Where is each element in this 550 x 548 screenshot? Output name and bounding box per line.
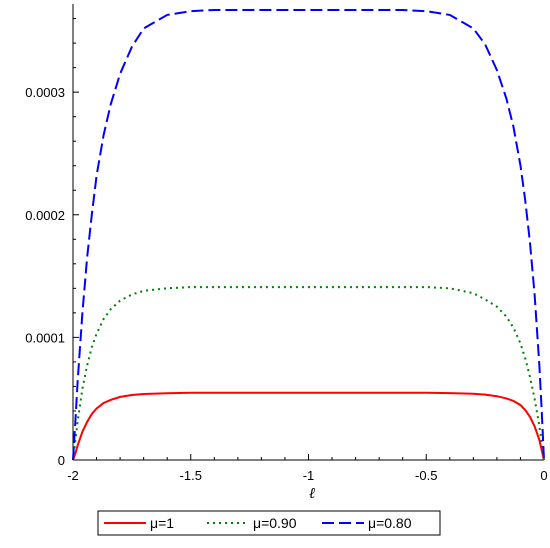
x-tick-label: -1: [303, 468, 315, 483]
y-tick-label: 0.0003: [25, 85, 65, 100]
legend-label-3: μ=0.80: [368, 515, 412, 531]
legend: μ=1 μ=0.90 μ=0.80: [97, 510, 441, 536]
x-tick-label: 0: [540, 468, 547, 483]
y-tick-label: 0: [58, 453, 65, 468]
series-line-3: [72, 9, 545, 461]
legend-label-2: μ=0.90: [253, 515, 297, 531]
x-tick-label: -1.5: [180, 468, 202, 483]
series-layer: [72, 9, 545, 461]
series-line-1: [72, 391, 545, 461]
x-tick-label: -0.5: [415, 468, 437, 483]
legend-label-1: μ=1: [150, 515, 174, 531]
series-line-2: [72, 286, 545, 461]
axes: [72, 4, 545, 461]
legend-box: [97, 510, 441, 536]
x-tick-label: -2: [67, 468, 79, 483]
y-tick-label: 0.0002: [25, 208, 65, 223]
tick-labels: 0 0.0001 0.0002 0.0003 -2 -1.5 -1 -0.5 0: [25, 85, 547, 483]
x-axis-label: ℓ: [309, 486, 315, 502]
y-tick-label: 0.0001: [25, 330, 65, 345]
